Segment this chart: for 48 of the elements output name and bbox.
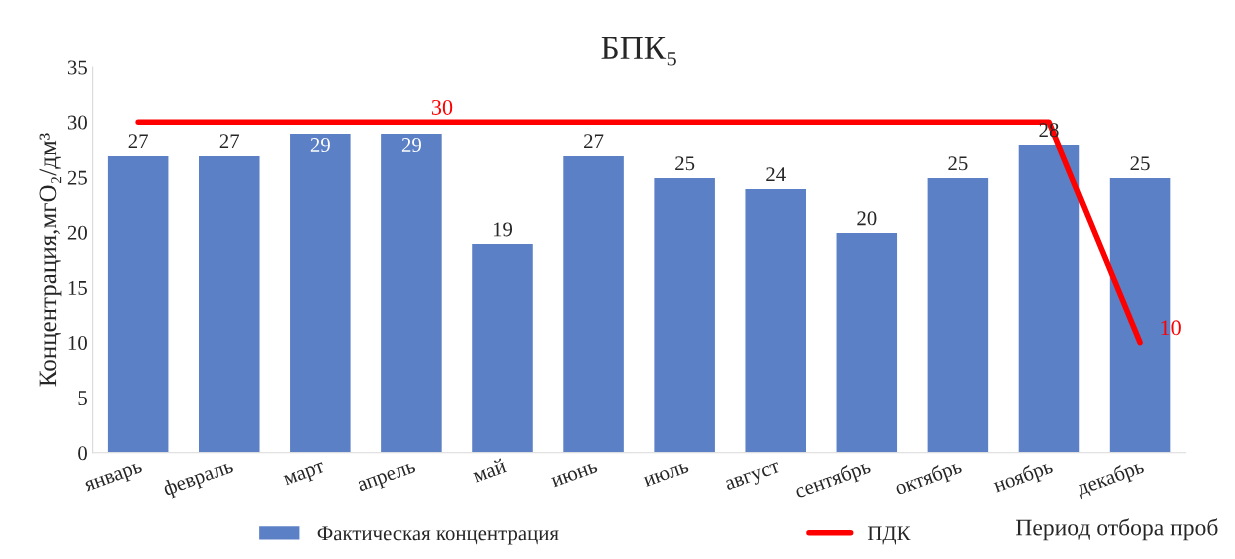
x-tick-label: июнь — [551, 462, 598, 488]
x-tick-label: март — [283, 462, 327, 490]
x-tick-label: октябрь — [893, 457, 964, 500]
x-tick-label: апрель — [357, 462, 418, 496]
bar — [561, 154, 626, 453]
data-label: 29 — [401, 138, 421, 153]
data-label: 27 — [219, 134, 240, 149]
bar — [197, 154, 261, 453]
x-tick-label: июль — [643, 462, 690, 488]
data-label: 30 — [431, 99, 453, 115]
y-tick-label: 30 — [67, 115, 87, 130]
bar — [1017, 143, 1081, 453]
bar — [835, 231, 899, 453]
x-tick-label: май — [471, 458, 508, 483]
x-tick-label: февраль — [161, 457, 236, 500]
y-tick-label: 20 — [67, 225, 87, 240]
data-label: 24 — [766, 167, 786, 182]
y-tick-label: 15 — [68, 280, 87, 295]
legend-label: ПДК — [867, 526, 911, 545]
data-label: 19 — [493, 222, 513, 237]
data-label: 25 — [675, 156, 695, 171]
bar — [652, 176, 717, 453]
bar — [288, 132, 352, 453]
y-tick-label: 25 — [67, 170, 87, 185]
data-label: 29 — [310, 138, 330, 153]
x-tick-label: декабрь — [1074, 457, 1147, 500]
legend-label: Фактическая концентрация — [317, 526, 559, 545]
data-label: 27 — [584, 134, 604, 149]
x-tick-label: август — [724, 462, 782, 495]
data-label: 27 — [128, 134, 148, 149]
x-tick-label: сентябрь — [793, 457, 873, 503]
bar — [106, 154, 170, 453]
y-axis-title: Концентрация,мгO₂/дм³ — [39, 133, 62, 387]
chart-title: БПК₅ — [601, 36, 676, 66]
y-tick-label: 0 — [78, 446, 87, 461]
bar — [379, 132, 444, 453]
x-axis-title: Период отбора проб — [1015, 518, 1218, 541]
data-label: 25 — [1130, 156, 1150, 171]
x-tick-label: ноябрь — [991, 457, 1055, 497]
bar — [744, 187, 808, 453]
y-tick-label: 5 — [78, 391, 87, 406]
bar — [470, 242, 535, 453]
bar — [926, 176, 990, 453]
x-tick-label: январь — [83, 462, 145, 496]
y-tick-label: 35 — [67, 60, 87, 75]
data-label: 25 — [948, 156, 968, 171]
data-label: 20 — [857, 211, 877, 226]
y-tick-label: 10 — [68, 335, 87, 351]
